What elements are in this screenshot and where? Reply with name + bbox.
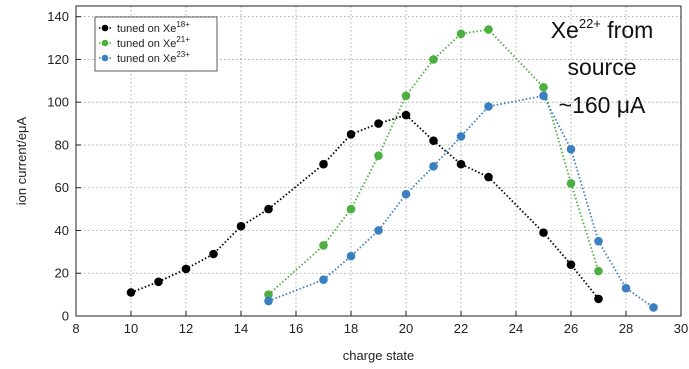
legend-label: tuned on Xe18+	[117, 20, 190, 35]
data-point	[374, 226, 383, 235]
data-point	[594, 236, 603, 246]
data-point	[566, 144, 576, 154]
legend-item: tuned on Xe21+	[99, 35, 190, 50]
x-tick-label: 16	[289, 321, 303, 336]
series-line	[268, 94, 655, 309]
data-point	[264, 204, 273, 214]
series-line	[267, 28, 600, 296]
annotation-line-3: ~160 μA	[559, 92, 646, 118]
series-layer	[126, 25, 658, 312]
legend-marker	[101, 39, 109, 47]
data-point	[346, 129, 356, 139]
data-point	[539, 91, 548, 101]
data-point	[346, 251, 356, 261]
legend-label: tuned on Xe21+	[117, 35, 190, 50]
annotation-line-1: Xe22+ from	[551, 16, 654, 43]
x-tick-label: 28	[619, 321, 633, 336]
axes: 8 10 12 14 16 18 20 22 24 26 28 30 0 20 40 60 80 100 120 14…	[47, 5, 688, 336]
data-point	[594, 266, 603, 276]
x-tick-label: 22	[454, 321, 468, 336]
x-tick-label: 14	[234, 321, 248, 336]
y-tick-label: 120	[47, 52, 69, 67]
data-point	[484, 25, 493, 34]
legend: tuned on Xe18+tuned on Xe21+tuned on Xe2…	[94, 16, 218, 72]
data-point	[429, 136, 438, 145]
data-point	[401, 189, 411, 199]
data-point	[236, 221, 246, 231]
annotation: Xe22+ from source ~160 μA	[551, 16, 654, 118]
data-point	[539, 228, 548, 237]
data-point	[456, 29, 466, 39]
y-tick-label: 100	[47, 95, 69, 110]
legend-label: tuned on Xe23+	[117, 50, 190, 65]
series-2	[264, 91, 658, 312]
legend-marker	[101, 54, 109, 62]
legend-label-base: tuned on Xe	[117, 53, 176, 65]
data-point	[264, 290, 273, 299]
data-point	[209, 249, 218, 259]
y-tick-label: 60	[55, 180, 69, 195]
y-tick-label: 140	[47, 9, 69, 24]
legend-item: tuned on Xe18+	[99, 20, 190, 35]
legend-label-sup: 23+	[176, 50, 190, 59]
data-point	[566, 179, 576, 188]
data-point	[594, 294, 603, 304]
legend-item: tuned on Xe23+	[99, 50, 190, 65]
y-tick-label: 40	[55, 223, 69, 238]
annotation-line-2: source	[567, 54, 636, 80]
legend-label-sup: 18+	[176, 20, 190, 29]
data-point	[264, 296, 273, 306]
plot-frame	[75, 5, 682, 317]
series-line	[130, 114, 600, 300]
legend-marker	[101, 24, 109, 32]
legend-box	[94, 16, 218, 72]
data-point	[319, 159, 328, 169]
annotation-line-1-sup: 22+	[579, 16, 601, 31]
data-point	[429, 162, 438, 171]
y-tick-label: 0	[62, 309, 69, 324]
data-point	[154, 277, 163, 287]
data-point	[566, 260, 576, 269]
data-point	[456, 132, 466, 141]
x-tick-label: 20	[399, 321, 413, 336]
data-point	[539, 82, 548, 92]
legend-label-base: tuned on Xe	[117, 23, 176, 35]
legend-label-base: tuned on Xe	[117, 38, 176, 50]
series-0	[126, 110, 603, 304]
series-1	[264, 25, 603, 299]
x-tick-label: 30	[674, 321, 688, 336]
data-point	[319, 275, 328, 284]
data-point	[374, 151, 383, 160]
annotation-line-1-suffix: from	[601, 17, 653, 43]
data-point	[374, 119, 383, 128]
data-point	[649, 303, 658, 312]
x-tick-label: 10	[124, 321, 138, 336]
data-point	[181, 264, 191, 274]
data-point	[126, 288, 136, 297]
annotation-line-1-prefix: Xe	[551, 17, 579, 43]
data-point	[401, 91, 411, 101]
data-point	[429, 55, 438, 64]
y-tick-label: 20	[55, 266, 69, 281]
x-tick-label: 12	[179, 321, 193, 336]
x-tick-label: 8	[72, 321, 79, 336]
y-tick-label: 80	[55, 137, 69, 152]
data-point	[401, 110, 411, 120]
x-tick-label: 26	[564, 321, 578, 336]
data-point	[484, 172, 493, 182]
legend-label-sup: 21+	[176, 35, 190, 44]
x-tick-label: 24	[509, 321, 523, 336]
data-point	[621, 283, 631, 293]
y-axis-title: ion current/eμA	[14, 116, 29, 205]
data-point	[319, 241, 328, 250]
data-point	[346, 204, 356, 214]
x-tick-label: 18	[344, 321, 358, 336]
data-point	[484, 102, 493, 111]
data-point	[456, 159, 466, 169]
x-axis-title: charge state	[343, 348, 415, 363]
